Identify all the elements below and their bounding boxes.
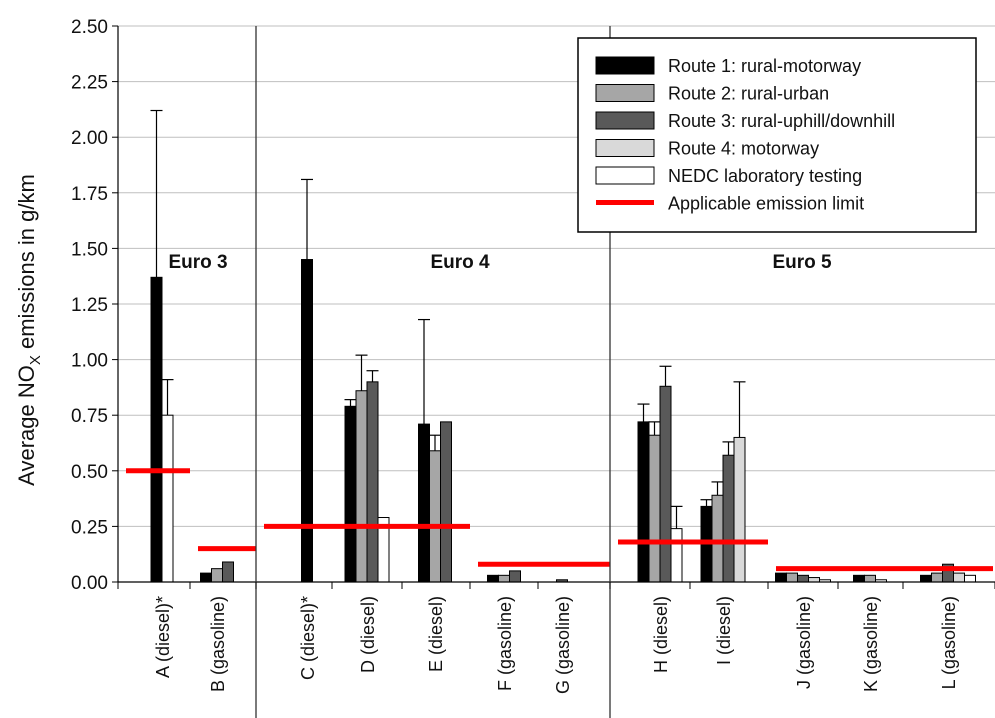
bar [964, 574, 976, 583]
y-axis-label: Average NOX emissions in g/km [14, 174, 44, 486]
bar [797, 574, 809, 583]
legend-label: Route 2: rural-urban [668, 84, 829, 104]
bar [487, 574, 499, 583]
legend-label: Route 3: rural-uphill/downhill [668, 111, 895, 131]
gridlines [118, 25, 995, 527]
x-tick-label: A (diesel)* [153, 596, 173, 678]
bar [211, 568, 223, 583]
legend: Route 1: rural-motorway Route 2: rural-ur… [577, 37, 977, 233]
bar [222, 561, 234, 583]
y-tick-label: 1.00 [71, 351, 108, 372]
x-tick-label: D (diesel) [358, 596, 378, 673]
bar [931, 572, 943, 583]
y-tick-label: 2.25 [71, 73, 108, 94]
bar [953, 572, 965, 583]
bar [670, 528, 683, 583]
bar [344, 405, 357, 583]
legend-label: Applicable emission limit [668, 194, 864, 214]
bar [733, 436, 746, 583]
bar [808, 577, 820, 583]
y-axis-label-main: Average NO [14, 365, 39, 486]
bar [711, 494, 724, 583]
group-labels: Euro 3 Euro 4 Euro 5 [168, 252, 832, 273]
bar [864, 574, 876, 583]
legend-swatch [595, 139, 655, 157]
bar [920, 574, 932, 583]
y-tick-label: 1.50 [71, 239, 108, 260]
bar [722, 454, 735, 583]
x-tick-label: E (diesel) [426, 596, 446, 672]
legend-swatch [595, 84, 655, 102]
bar [366, 381, 379, 583]
x-tick-label: H (diesel) [651, 596, 671, 673]
legend-swatch [595, 166, 655, 185]
bar [853, 574, 865, 583]
legend-label: NEDC laboratory testing [668, 166, 862, 186]
y-tick-label: 0.25 [71, 517, 108, 538]
bar [509, 570, 521, 583]
y-tick-label: 2.00 [71, 128, 108, 149]
legend-label: Route 4: motorway [668, 139, 819, 159]
x-tick-label: J (gasoline) [794, 596, 814, 689]
x-axis-ticks: A (diesel)* B (gasoline) C (diesel)* D (die… [117, 582, 995, 694]
bar [775, 572, 787, 583]
y-axis-label-rest: emissions in g/km [14, 174, 39, 355]
y-tick-label: 0.75 [71, 406, 108, 427]
group-label: Euro 4 [430, 252, 490, 273]
y-tick-label: 1.75 [71, 184, 108, 205]
emission-limit-lines [126, 468, 993, 572]
x-tick-label: K (gasoline) [861, 596, 881, 692]
group-label: Euro 3 [168, 252, 227, 273]
bar [161, 414, 174, 583]
y-tick-label: 0.00 [71, 573, 108, 594]
bar [637, 421, 650, 583]
x-tick-label: L (gasoline) [939, 596, 959, 689]
y-tick-label: 1.25 [71, 295, 108, 316]
bar [648, 434, 661, 583]
x-tick-label: G (gasoline) [553, 596, 573, 694]
group-label: Euro 5 [772, 252, 832, 273]
bar [429, 450, 441, 583]
legend-swatch [595, 111, 655, 130]
y-axis-label-sub: X [27, 355, 44, 365]
bar [355, 390, 368, 583]
x-tick-label: C (diesel)* [298, 596, 318, 680]
legend-label: Route 1: rural-motorway [668, 56, 861, 76]
bar [659, 385, 672, 583]
x-tick-label: I (diesel) [714, 596, 734, 665]
x-tick-label: B (gasoline) [208, 596, 228, 692]
bar [440, 421, 452, 583]
bar [200, 572, 212, 583]
x-tick-label: F (gasoline) [495, 596, 515, 691]
y-tick-label: 2.50 [71, 17, 108, 38]
bar [786, 572, 798, 583]
y-tick-label: 0.50 [71, 462, 108, 483]
y-axis-ticks: 0.00 0.25 0.50 0.75 1.00 1.25 1.50 1.75 2.00 2.25… [71, 17, 118, 594]
bar [418, 423, 430, 583]
legend-swatch [595, 56, 655, 75]
bar [498, 574, 510, 583]
bar [301, 259, 313, 583]
bars [150, 109, 976, 583]
bar [150, 276, 163, 583]
